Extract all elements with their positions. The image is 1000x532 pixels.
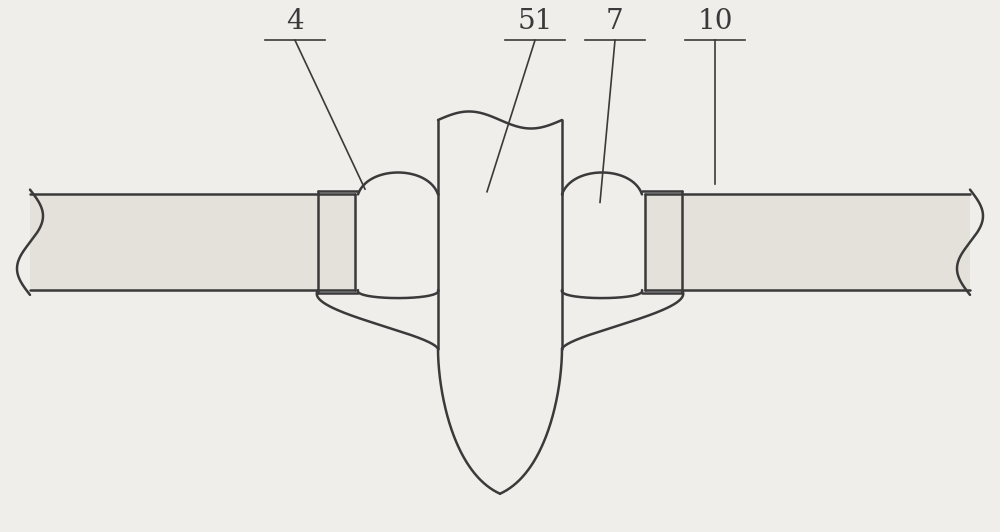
Polygon shape xyxy=(645,194,970,290)
Text: 51: 51 xyxy=(517,8,553,35)
Text: 7: 7 xyxy=(606,8,624,35)
Polygon shape xyxy=(30,194,355,290)
Text: 10: 10 xyxy=(697,8,733,35)
Text: 4: 4 xyxy=(286,8,304,35)
